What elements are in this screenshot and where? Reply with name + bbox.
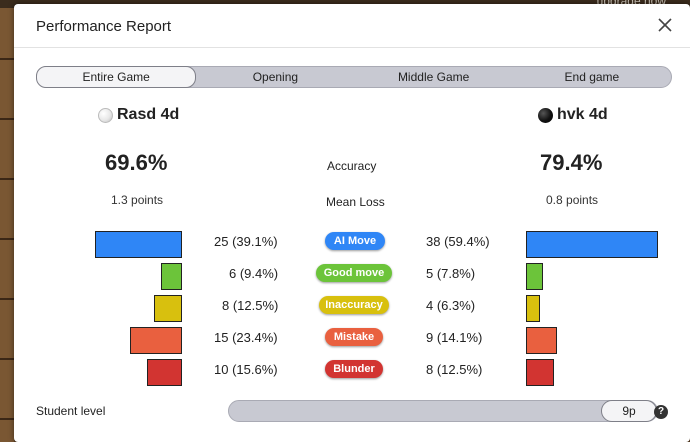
mean-loss-label: Mean Loss (326, 195, 385, 209)
black-count-mistake: 9 (14.1%) (426, 330, 483, 345)
black-bar-inaccuracy (526, 295, 540, 322)
badge-mistake: Mistake (325, 328, 383, 346)
dialog-header: Performance Report (14, 4, 690, 48)
tab-opening[interactable]: Opening (252, 70, 299, 84)
white-count-inaccuracy: 8 (12.5%) (222, 298, 279, 313)
help-icon[interactable]: ? (654, 405, 668, 419)
student-level-label: Student level (36, 404, 106, 418)
white-bar-good-move (161, 263, 182, 290)
close-icon[interactable] (656, 16, 674, 34)
white-count-mistake: 15 (23.4%) (214, 330, 278, 345)
performance-report-dialog: Performance Report Entire Game Opening M… (14, 4, 690, 442)
badge-ai-move: AI Move (325, 232, 385, 250)
accuracy-label: Accuracy (327, 159, 377, 173)
white-bar-mistake (130, 327, 182, 354)
black-count-blunder: 8 (12.5%) (426, 362, 483, 377)
black-bar-ai-move (526, 231, 658, 258)
white-bar-blunder (147, 359, 182, 386)
black-bar-mistake (526, 327, 557, 354)
white-player: Rasd 4d (98, 106, 179, 124)
black-count-inaccuracy: 4 (6.3%) (426, 298, 476, 313)
white-count-blunder: 10 (15.6%) (214, 362, 278, 377)
white-bar-inaccuracy (154, 295, 182, 322)
white-accuracy: 69.6% (105, 150, 168, 175)
black-stone-icon (538, 107, 553, 123)
white-count-ai-move: 25 (39.1%) (214, 234, 278, 249)
badge-inaccuracy: Inaccuracy (319, 296, 389, 314)
black-accuracy: 79.4% (540, 150, 603, 175)
tab-entire-game[interactable]: Entire Game (36, 66, 197, 88)
black-count-ai-move: 38 (59.4%) (426, 234, 490, 249)
tab-end-game[interactable]: End game (564, 70, 620, 84)
white-stone-icon (98, 107, 113, 123)
black-player-name: hvk 4d (557, 106, 608, 123)
black-bar-good-move (526, 263, 543, 290)
black-mean-loss: 0.8 points (546, 193, 599, 207)
white-player-name: Rasd 4d (117, 106, 180, 123)
white-count-good-move: 6 (9.4%) (229, 266, 279, 281)
badge-blunder: Blunder (325, 360, 383, 378)
black-player: hvk 4d (538, 106, 608, 124)
black-bar-blunder (526, 359, 554, 386)
dialog-title: Performance Report (36, 18, 172, 35)
white-mean-loss: 1.3 points (111, 193, 164, 207)
board-edge (0, 0, 14, 442)
badge-good-move: Good move (316, 264, 392, 282)
phase-tabs: Entire Game Opening Middle Game End game (36, 66, 672, 88)
tab-middle-game[interactable]: Middle Game (397, 70, 470, 84)
black-count-good-move: 5 (7.8%) (426, 266, 476, 281)
student-level-handle[interactable]: 9p (601, 400, 657, 422)
student-level-slider[interactable]: 9p (228, 400, 658, 422)
white-bar-ai-move (95, 231, 182, 258)
